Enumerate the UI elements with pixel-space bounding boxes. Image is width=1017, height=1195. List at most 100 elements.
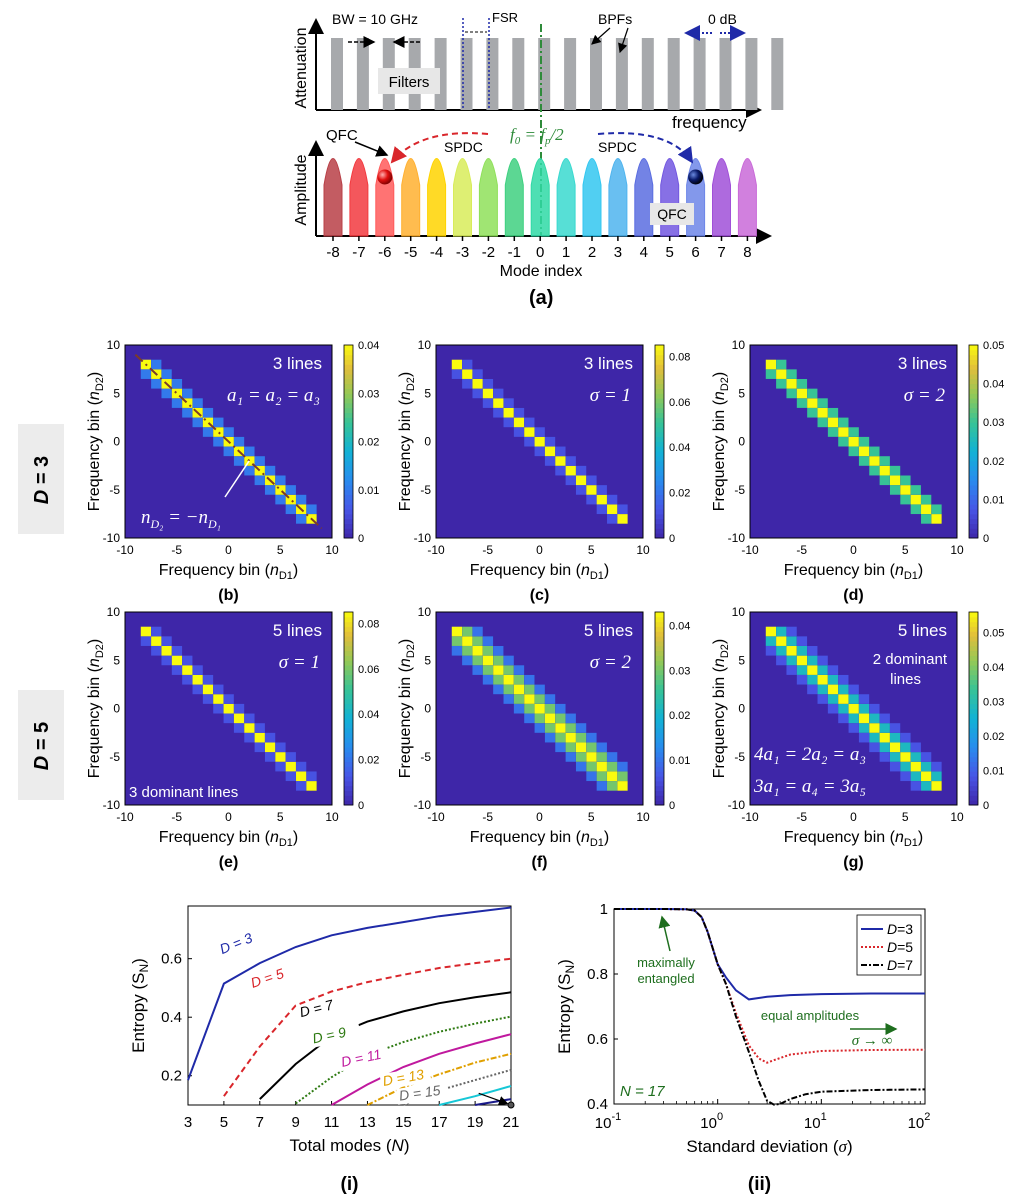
colorbar-segment: [344, 665, 353, 671]
heatmap-title: 5 lines: [273, 621, 322, 640]
heatmap-cell: [182, 407, 193, 418]
heatmap-cell: [869, 742, 880, 753]
heatmap-note-2: lines: [890, 671, 921, 688]
heatmap-cell: [796, 655, 808, 666]
heatmap-cell: [296, 494, 307, 505]
colorbar-segment: [655, 345, 664, 351]
x-axis-label: Total modes (N): [290, 1136, 410, 1155]
colorbar-segment: [344, 441, 353, 447]
colorbar-segment: [344, 523, 353, 529]
heatmap-cell: [233, 436, 245, 447]
colorbar-tick: 0: [358, 533, 364, 545]
heatmap-cell: [607, 761, 618, 772]
colorbar-segment: [655, 756, 664, 763]
heatmap-y-tick: 10: [418, 338, 432, 352]
heatmap-cell: [213, 703, 224, 714]
heatmap-cell: [575, 742, 587, 753]
x-label-sub: D1: [590, 837, 604, 849]
colorbar-segment: [969, 660, 978, 666]
heatmap-y-tick: 0: [424, 702, 431, 716]
colorbar-segment: [344, 431, 353, 438]
heatmap-cell: [472, 655, 483, 666]
heatmap-cell: [848, 723, 859, 733]
label-backdrop: [246, 961, 300, 993]
heatmap-cell: [776, 369, 787, 379]
heatmap-cell: [244, 713, 255, 724]
heatmap-subtitle: σ = 1: [279, 652, 320, 673]
heatmap-cell: [565, 713, 576, 724]
heatmap-cell: [472, 636, 483, 646]
heatmap-y-tick: -10: [414, 531, 432, 545]
heatmap-cell: [910, 761, 921, 772]
x-label-text: Frequency bin (: [159, 829, 271, 846]
x-axis-label-var: σ: [839, 1137, 848, 1156]
heatmap-cell: [910, 752, 921, 762]
colorbar-segment: [655, 640, 664, 647]
heatmap-cell: [931, 761, 942, 772]
heatmap-cell: [182, 665, 193, 675]
label-backdrop: [396, 1082, 448, 1105]
heatmap-cell: [900, 475, 911, 486]
colorbar-tick: 0.04: [983, 379, 1004, 391]
colorbar-segment: [969, 465, 978, 471]
colorbar-segment: [655, 660, 664, 666]
heatmap-cell: [586, 732, 597, 743]
mode-tick-label: -2: [482, 244, 495, 261]
colorbar-segment: [344, 626, 353, 632]
colorbar-segment: [655, 412, 664, 418]
amplitude-label: Amplitude: [293, 154, 310, 225]
row-label-d3-box: [18, 424, 64, 534]
colorbar-segment: [655, 616, 664, 623]
colorbar-segment: [655, 398, 664, 404]
colorbar-segment: [655, 475, 664, 481]
y-axis-label-text: Entropy (S: [555, 974, 574, 1054]
comb-bump--1: [504, 158, 524, 237]
legend-label: D=5: [887, 939, 913, 955]
heatmap-x-tick: -5: [796, 810, 807, 824]
mode-tick-label: -6: [378, 244, 391, 261]
colorbar-segment: [969, 684, 978, 690]
spdc-left-label: SPDC: [444, 139, 483, 155]
colorbar-tick: 0: [669, 533, 675, 545]
y-axis-label-text: Entropy (S: [129, 973, 148, 1053]
qfc-left-label: QFC: [326, 127, 358, 144]
colorbar-tick: 0.06: [358, 664, 379, 676]
colorbar-segment: [969, 494, 978, 500]
heatmap-cell: [900, 485, 911, 495]
x-tick-label: 21: [503, 1114, 520, 1131]
annot-max-arrow: [658, 915, 671, 952]
label-backdrop: [337, 1045, 391, 1072]
x-tick-label: 102: [908, 1111, 931, 1132]
colorbar-segment: [969, 359, 978, 365]
heatmap-cell: [817, 407, 828, 418]
y-tick-label: 0.2: [161, 1068, 182, 1085]
y-axis-label-sub: N: [137, 964, 151, 973]
y-label-text: Frequency bin (: [397, 666, 414, 778]
colorbar-segment: [344, 422, 353, 428]
colorbar-tick: 0: [983, 533, 989, 545]
heatmap-title: 5 lines: [584, 621, 633, 640]
heatmap-cell: [786, 636, 797, 646]
heatmap-note: 2 dominant: [873, 651, 948, 668]
heatmap-cell: [575, 723, 587, 733]
heatmap-cell: [182, 398, 193, 408]
comb-bump--8: [323, 158, 343, 237]
caption-d: (d): [843, 587, 863, 604]
colorbar-segment: [344, 388, 353, 394]
x-label-close: ): [918, 562, 923, 579]
heatmap-cell: [544, 446, 556, 457]
heatmap-frame: [124, 611, 333, 806]
heatmap-cell: [534, 446, 545, 457]
colorbar-segment: [655, 528, 664, 534]
heatmap-cell: [617, 761, 628, 772]
y-label-text: Frequency bin (: [397, 399, 414, 511]
heatmap-cell: [807, 665, 818, 675]
x-label-close: ): [293, 829, 298, 846]
colorbar-segment: [344, 398, 353, 404]
heatmap-cell: [264, 742, 276, 753]
heatmap-cell: [213, 684, 224, 695]
colorbar-segment: [655, 732, 664, 738]
annot-max-1: maximally: [637, 955, 695, 970]
heatmap-cell: [765, 646, 777, 656]
